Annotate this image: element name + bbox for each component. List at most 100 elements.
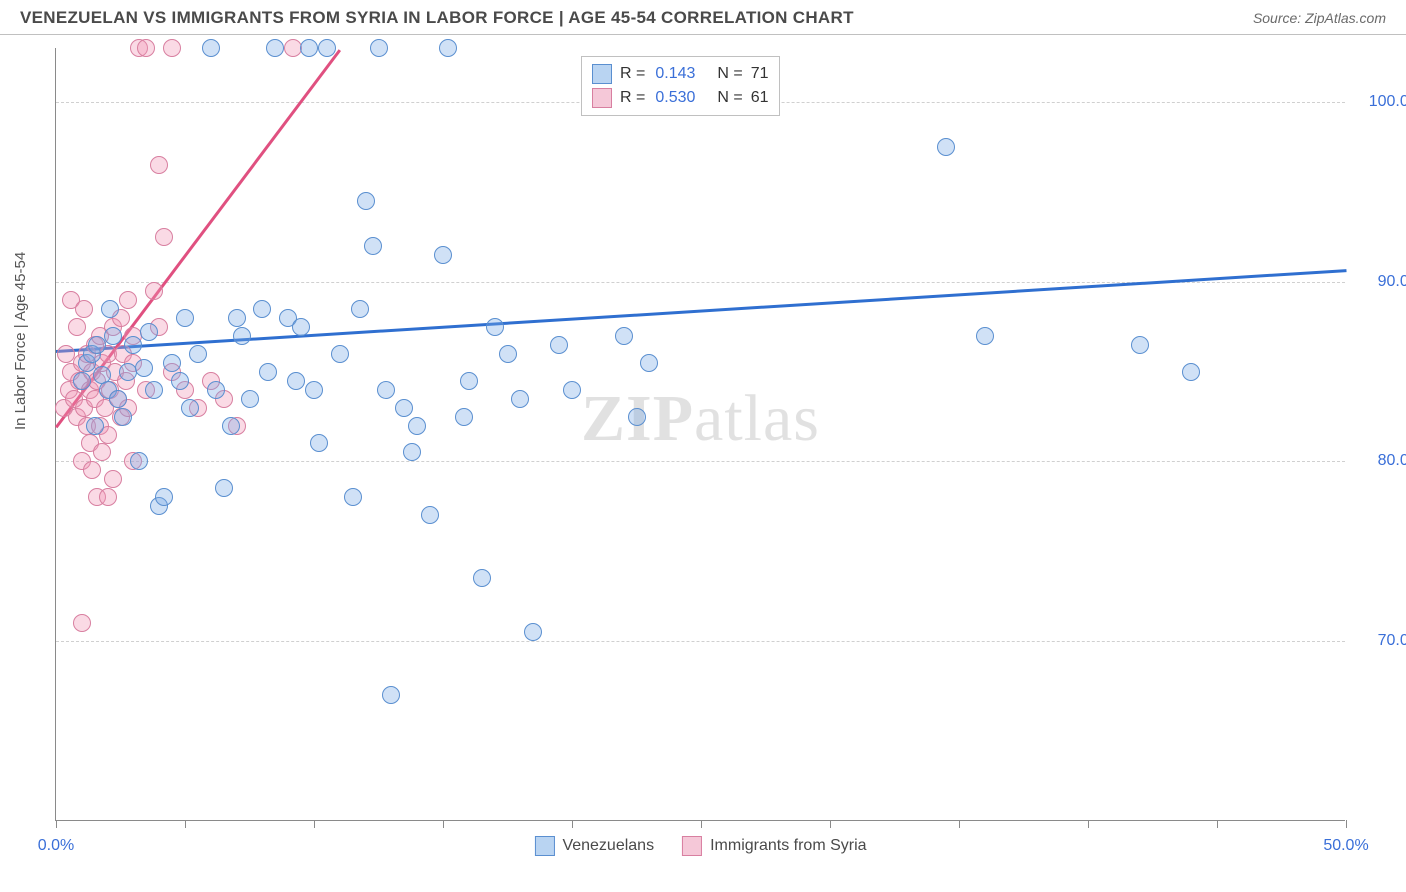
x-tick	[56, 820, 57, 828]
legend-item: Immigrants from Syria	[682, 836, 866, 856]
scatter-point	[228, 309, 246, 327]
y-tick-label: 100.0%	[1369, 93, 1406, 111]
scatter-point	[68, 318, 86, 336]
x-tick	[185, 820, 186, 828]
scatter-point	[408, 417, 426, 435]
scatter-point	[364, 237, 382, 255]
x-tick	[830, 820, 831, 828]
scatter-point	[163, 39, 181, 57]
scatter-point	[215, 479, 233, 497]
stats-row: R =0.143N =71	[592, 62, 769, 86]
scatter-point	[93, 443, 111, 461]
x-tick	[1088, 820, 1089, 828]
scatter-point	[550, 336, 568, 354]
legend-swatch	[592, 88, 612, 108]
x-tick-label: 50.0%	[1323, 837, 1368, 855]
scatter-point	[1182, 363, 1200, 381]
stat-label-r: R =	[620, 65, 645, 83]
scatter-point	[176, 309, 194, 327]
scatter-point	[640, 354, 658, 372]
scatter-point	[140, 323, 158, 341]
scatter-point	[145, 381, 163, 399]
scatter-point	[202, 39, 220, 57]
legend-item: Venezuelans	[534, 836, 654, 856]
gridline-horizontal	[56, 461, 1345, 462]
scatter-point	[300, 39, 318, 57]
scatter-point	[124, 336, 142, 354]
stat-label-n: N =	[717, 65, 742, 83]
stats-row: R = 0.530 N = 61	[592, 86, 769, 110]
scatter-point	[439, 39, 457, 57]
scatter-point	[351, 300, 369, 318]
scatter-point	[287, 372, 305, 390]
stat-label-r: R =	[620, 89, 645, 107]
scatter-point	[207, 381, 225, 399]
scatter-point	[1131, 336, 1149, 354]
scatter-point	[473, 569, 491, 587]
x-tick-label: 0.0%	[38, 837, 74, 855]
x-tick	[443, 820, 444, 828]
scatter-point	[145, 282, 163, 300]
scatter-point	[253, 300, 271, 318]
scatter-point	[395, 399, 413, 417]
scatter-point	[150, 156, 168, 174]
legend-swatch	[534, 836, 554, 856]
y-tick-label: 70.0%	[1378, 632, 1406, 650]
scatter-point	[937, 138, 955, 156]
scatter-point	[109, 390, 127, 408]
scatter-point	[455, 408, 473, 426]
y-tick-label: 90.0%	[1378, 273, 1406, 291]
scatter-point	[171, 372, 189, 390]
scatter-point	[259, 363, 277, 381]
scatter-point	[104, 327, 122, 345]
chart-title: VENEZUELAN VS IMMIGRANTS FROM SYRIA IN L…	[20, 8, 854, 28]
scatter-point	[266, 39, 284, 57]
scatter-point	[99, 488, 117, 506]
scatter-point	[57, 345, 75, 363]
scatter-point	[104, 470, 122, 488]
scatter-point	[318, 39, 336, 57]
stat-value-n: 61	[751, 89, 769, 107]
scatter-point	[511, 390, 529, 408]
scatter-point	[137, 39, 155, 57]
scatter-point	[222, 417, 240, 435]
scatter-point	[114, 408, 132, 426]
x-tick	[701, 820, 702, 828]
x-tick	[572, 820, 573, 828]
scatter-point	[135, 359, 153, 377]
stat-value-r: 0.143	[655, 65, 695, 83]
bottom-legend: Venezuelans Immigrants from Syria	[534, 836, 866, 856]
legend-swatch	[682, 836, 702, 856]
scatter-point	[377, 381, 395, 399]
legend-swatch	[592, 64, 612, 84]
scatter-point	[310, 434, 328, 452]
gridline-horizontal	[56, 641, 1345, 642]
scatter-point	[563, 381, 581, 399]
scatter-point	[331, 345, 349, 363]
scatter-point	[357, 192, 375, 210]
scatter-point	[163, 354, 181, 372]
scatter-point	[403, 443, 421, 461]
scatter-point	[83, 461, 101, 479]
scatter-point	[628, 408, 646, 426]
scatter-point	[434, 246, 452, 264]
scatter-point	[189, 345, 207, 363]
x-tick	[314, 820, 315, 828]
scatter-point	[499, 345, 517, 363]
scatter-point	[181, 399, 199, 417]
chart-source: Source: ZipAtlas.com	[1253, 10, 1386, 26]
x-tick	[959, 820, 960, 828]
scatter-point	[382, 686, 400, 704]
stat-value-r: 0.530	[655, 89, 695, 107]
scatter-point	[421, 506, 439, 524]
scatter-point	[86, 417, 104, 435]
y-axis-label: In Labor Force | Age 45-54	[12, 252, 29, 430]
stat-label-n: N =	[717, 89, 742, 107]
scatter-point	[305, 381, 323, 399]
scatter-point	[344, 488, 362, 506]
legend-label: Immigrants from Syria	[710, 837, 866, 855]
scatter-chart: ZIPatlas 70.0%80.0%90.0%100.0%0.0%50.0%R…	[55, 48, 1345, 821]
scatter-point	[119, 291, 137, 309]
scatter-point	[101, 300, 119, 318]
scatter-point	[292, 318, 310, 336]
